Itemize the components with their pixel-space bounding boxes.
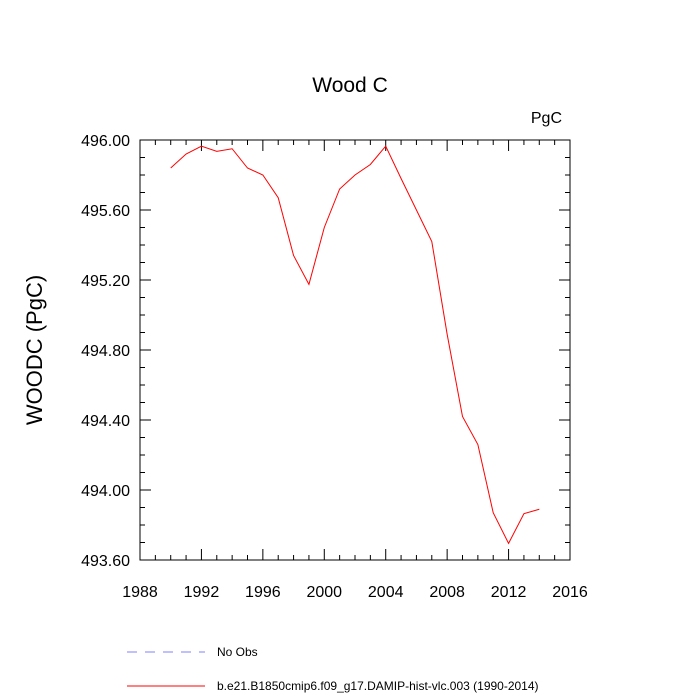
x-tick-label: 2016 xyxy=(552,584,588,601)
y-axis-label: WOODC (PgC) xyxy=(22,275,47,425)
legend-label: No Obs xyxy=(217,645,258,659)
y-tick-label: 494.00 xyxy=(81,483,130,500)
chart-title: Wood C xyxy=(312,74,387,97)
x-tick-label: 2008 xyxy=(429,584,465,601)
legend-label: b.e21.B1850cmip6.f09_g17.DAMIP-hist-vlc.… xyxy=(217,679,539,693)
units-label: PgC xyxy=(531,110,562,127)
x-tick-label: 1992 xyxy=(184,584,220,601)
x-tick-label: 1996 xyxy=(245,584,281,601)
x-axis-ticks: 1988 1992 1996 2000 2004 2008 2012 2016 xyxy=(122,140,588,601)
y-tick-label: 494.80 xyxy=(81,343,130,360)
y-axis-ticks: 493.60 494.00 494.40 494.80 495.20 495.60 496.… xyxy=(81,133,570,570)
y-tick-label: 494.40 xyxy=(81,413,130,430)
y-tick-label: 495.20 xyxy=(81,273,130,290)
y-tick-label: 493.60 xyxy=(81,553,130,570)
x-tick-label: 2004 xyxy=(368,584,404,601)
legend: No Obs b.e21.B1850cmip6.f09_g17.DAMIP-his… xyxy=(127,645,539,693)
series-layer xyxy=(170,145,540,545)
y-tick-label: 496.00 xyxy=(81,133,130,150)
y-tick-label: 495.60 xyxy=(81,203,130,220)
x-tick-label: 1988 xyxy=(122,584,158,601)
series-line xyxy=(170,145,540,545)
plot-frame xyxy=(139,139,571,561)
x-tick-label: 2000 xyxy=(306,584,342,601)
x-tick-label: 2012 xyxy=(491,584,527,601)
